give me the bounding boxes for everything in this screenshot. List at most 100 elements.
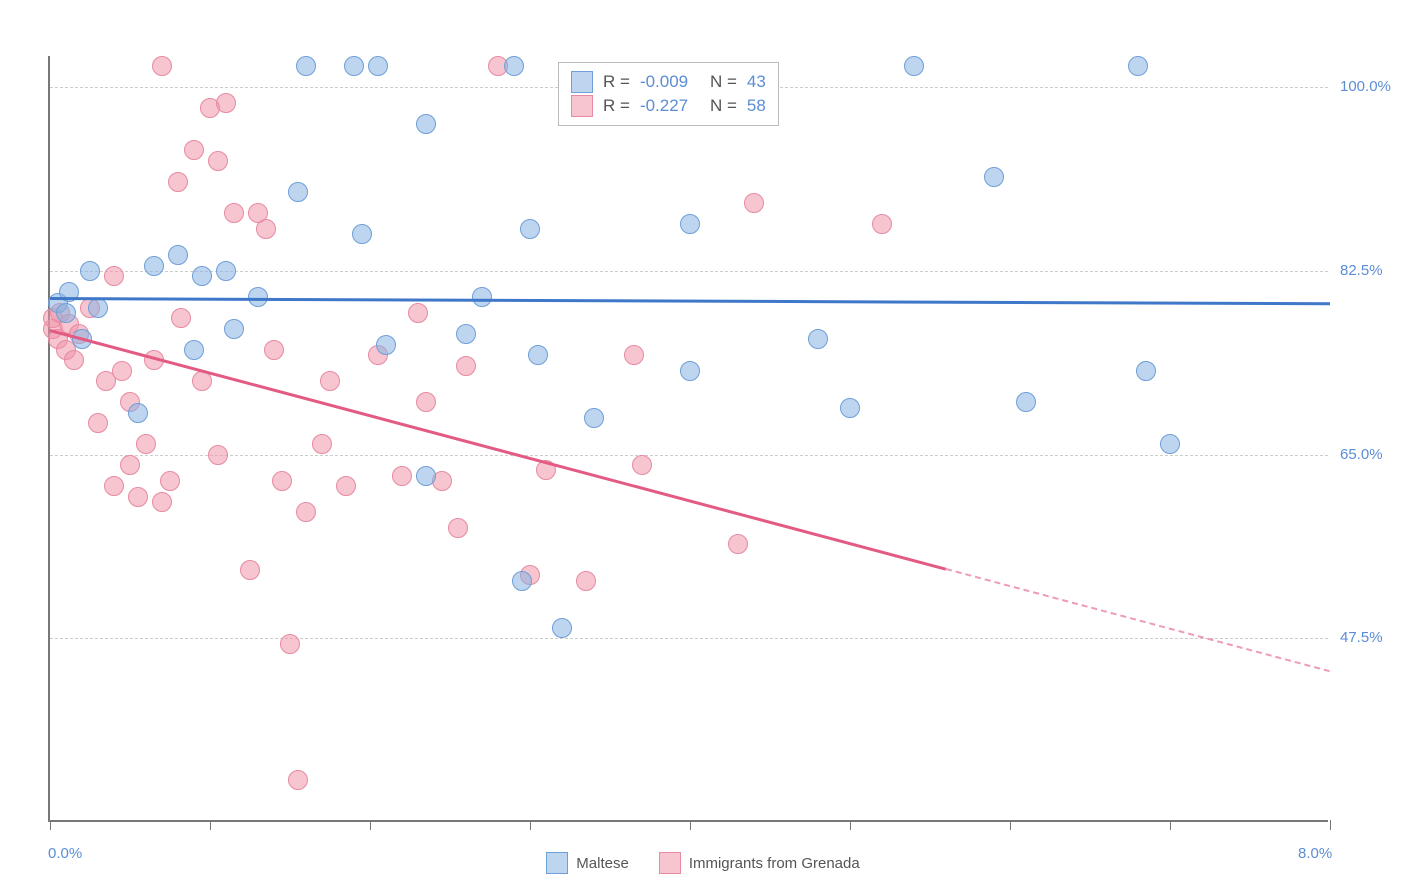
n-value: 58 xyxy=(747,96,766,116)
data-point xyxy=(728,534,748,554)
data-point xyxy=(1016,392,1036,412)
y-tick-label: 65.0% xyxy=(1340,446,1383,463)
data-point xyxy=(280,634,300,654)
data-point xyxy=(344,56,364,76)
grid-line xyxy=(50,455,1328,456)
data-point xyxy=(216,261,236,281)
data-point xyxy=(88,413,108,433)
series-swatch xyxy=(571,95,593,117)
data-point xyxy=(1128,56,1148,76)
data-point xyxy=(456,356,476,376)
data-point xyxy=(224,203,244,223)
data-point xyxy=(520,219,540,239)
data-point xyxy=(152,492,172,512)
legend-swatch xyxy=(546,852,568,874)
data-point xyxy=(128,487,148,507)
data-point xyxy=(112,361,132,381)
x-tick xyxy=(1330,820,1331,830)
data-point xyxy=(632,455,652,475)
data-point xyxy=(168,245,188,265)
data-point xyxy=(128,403,148,423)
r-label: R = xyxy=(603,96,630,116)
data-point xyxy=(840,398,860,418)
x-tick-label: 8.0% xyxy=(1298,845,1332,862)
data-point xyxy=(456,324,476,344)
x-tick xyxy=(210,820,211,830)
data-point xyxy=(504,56,524,76)
stats-box: R = -0.009 N = 43 R =-0.227N =58 xyxy=(558,62,779,126)
data-point xyxy=(576,571,596,591)
data-point xyxy=(256,219,276,239)
data-point xyxy=(64,350,84,370)
data-point xyxy=(984,167,1004,187)
legend-label: Immigrants from Grenada xyxy=(689,855,860,872)
data-point xyxy=(56,303,76,323)
data-point xyxy=(240,560,260,580)
data-point xyxy=(416,466,436,486)
x-tick-label: 0.0% xyxy=(48,845,82,862)
data-point xyxy=(88,298,108,318)
data-point xyxy=(320,371,340,391)
data-point xyxy=(216,93,236,113)
data-point xyxy=(144,256,164,276)
data-point xyxy=(512,571,532,591)
legend: Maltese Immigrants from Grenada xyxy=(0,852,1406,874)
data-point xyxy=(416,392,436,412)
data-point xyxy=(296,56,316,76)
legend-label: Maltese xyxy=(576,855,629,872)
data-point xyxy=(184,340,204,360)
x-tick xyxy=(530,820,531,830)
data-point xyxy=(448,518,468,538)
data-point xyxy=(624,345,644,365)
data-point xyxy=(312,434,332,454)
x-tick xyxy=(850,820,851,830)
data-point xyxy=(136,434,156,454)
data-point xyxy=(208,151,228,171)
data-point xyxy=(288,770,308,790)
data-point xyxy=(160,471,180,491)
data-point xyxy=(272,471,292,491)
r-value: -0.009 xyxy=(640,72,700,92)
trend-line xyxy=(50,329,947,571)
data-point xyxy=(152,56,172,76)
data-point xyxy=(904,56,924,76)
data-point xyxy=(376,335,396,355)
data-point xyxy=(1136,361,1156,381)
grid-line xyxy=(50,271,1328,272)
data-point xyxy=(80,261,100,281)
data-point xyxy=(808,329,828,349)
legend-swatch xyxy=(659,852,681,874)
legend-item: Immigrants from Grenada xyxy=(659,852,860,874)
data-point xyxy=(872,214,892,234)
data-point xyxy=(192,266,212,286)
data-point xyxy=(224,319,244,339)
series-swatch xyxy=(571,71,593,93)
trend-line xyxy=(946,568,1331,672)
y-tick-label: 100.0% xyxy=(1340,78,1391,95)
data-point xyxy=(264,340,284,360)
data-point xyxy=(171,308,191,328)
data-point xyxy=(552,618,572,638)
data-point xyxy=(208,445,228,465)
x-tick xyxy=(370,820,371,830)
data-point xyxy=(336,476,356,496)
x-tick xyxy=(690,820,691,830)
stats-row: R =-0.227N =58 xyxy=(571,95,766,117)
data-point xyxy=(104,266,124,286)
data-point xyxy=(680,361,700,381)
y-tick-label: 82.5% xyxy=(1340,262,1383,279)
plot-area xyxy=(48,56,1328,822)
data-point xyxy=(368,56,388,76)
chart-container: R = -0.009 N = 43 R =-0.227N =58 Maltese Immi… xyxy=(0,0,1406,892)
x-tick xyxy=(1010,820,1011,830)
data-point xyxy=(472,287,492,307)
data-point xyxy=(104,476,124,496)
data-point xyxy=(184,140,204,160)
n-value: 43 xyxy=(747,72,766,92)
data-point xyxy=(392,466,412,486)
data-point xyxy=(528,345,548,365)
n-label: N = xyxy=(710,72,737,92)
trend-line xyxy=(50,297,1330,305)
r-label: R = xyxy=(603,72,630,92)
x-tick xyxy=(1170,820,1171,830)
